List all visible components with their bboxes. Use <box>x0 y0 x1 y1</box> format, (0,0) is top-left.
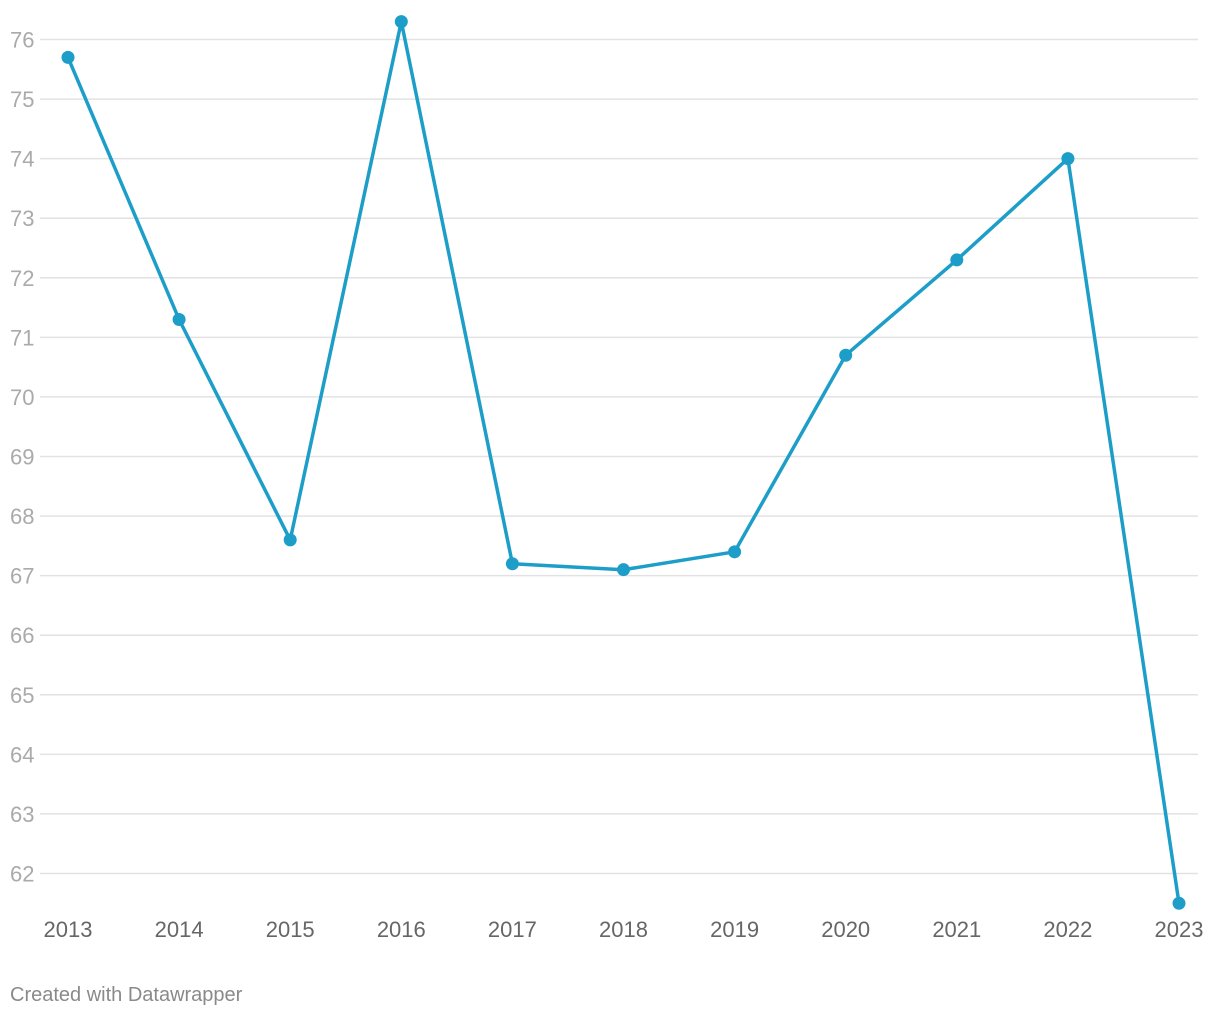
y-tick-label: 76 <box>10 28 34 53</box>
x-tick-label: 2023 <box>1155 917 1204 942</box>
y-tick-label: 72 <box>10 266 34 291</box>
x-tick-label: 2013 <box>44 917 93 942</box>
y-tick-label: 62 <box>10 862 34 887</box>
data-point <box>839 348 853 362</box>
y-tick-label: 68 <box>10 504 34 529</box>
y-tick-label: 75 <box>10 87 34 112</box>
series-line <box>66 19 1181 906</box>
data-point <box>728 545 742 559</box>
data-point <box>617 563 630 577</box>
x-axis-tick-labels: 2013 2014 2015 2016 2017 2018 2019 2020 2021 2022… <box>44 917 1204 942</box>
y-tick-label: 67 <box>10 564 34 589</box>
data-point <box>394 15 408 29</box>
y-tick-label: 69 <box>10 445 34 470</box>
x-tick-label: 2019 <box>710 917 759 942</box>
data-point <box>283 533 297 547</box>
data-point <box>1061 152 1075 166</box>
data-point <box>172 312 186 326</box>
footer-credit: Created with Datawrapper <box>10 984 243 1006</box>
x-tick-label: 2014 <box>155 917 204 942</box>
y-tick-label: 70 <box>10 385 34 410</box>
y-tick-label: 66 <box>10 623 34 648</box>
gridlines <box>40 38 1198 875</box>
y-tick-label: 71 <box>10 325 34 350</box>
x-tick-label: 2016 <box>377 917 426 942</box>
x-tick-label: 2015 <box>266 917 315 942</box>
y-tick-label: 73 <box>10 206 34 231</box>
x-tick-label: 2020 <box>821 917 870 942</box>
y-tick-label: 64 <box>10 742 34 767</box>
data-point <box>950 253 964 267</box>
y-tick-label: 74 <box>10 147 34 172</box>
data-point <box>61 50 75 64</box>
data-point <box>1172 896 1186 910</box>
y-tick-label: 63 <box>10 802 34 827</box>
y-tick-label: 65 <box>10 683 34 708</box>
x-tick-label: 2022 <box>1043 917 1092 942</box>
y-axis-tick-labels: 62 63 64 65 66 67 68 69 70 71 72 73 74 75 76 <box>10 28 34 887</box>
data-point <box>505 557 519 571</box>
x-tick-label: 2021 <box>932 917 981 942</box>
x-tick-label: 2018 <box>599 917 648 942</box>
x-tick-label: 2017 <box>488 917 537 942</box>
series-line-group <box>66 19 1181 906</box>
data-points <box>61 15 1186 910</box>
